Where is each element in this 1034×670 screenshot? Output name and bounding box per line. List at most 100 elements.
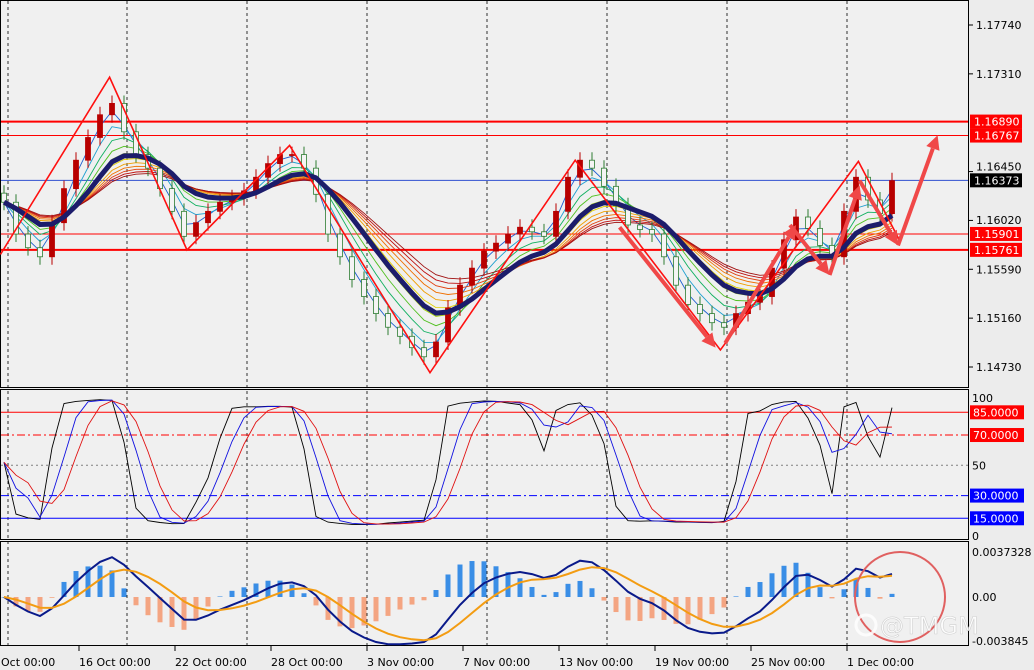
macd-histogram-bar [253,583,259,597]
macd-histogram-bar [241,587,247,597]
macd-histogram-bar [385,597,391,616]
candle-body [817,227,823,246]
oscillator-level-badge [970,488,1024,503]
candle-body [889,180,895,215]
time-label: 7 Nov 00:00 [463,656,530,669]
candle-body [541,231,547,237]
macd-histogram-bar [769,573,775,597]
macd-histogram-bar [517,578,523,597]
macd-line [3,556,893,646]
macd-histogram-bar [181,597,187,630]
macd-histogram-bar [889,593,895,597]
price-panel[interactable] [0,0,969,388]
time-label: 16 Oct 00:00 [79,656,151,669]
price-level-label: 1.16767 [974,130,1020,143]
time-label: 25 Nov 00:00 [751,656,825,669]
macd-histogram-bar [133,597,139,606]
candle-body [649,229,655,235]
candle-body [721,322,727,328]
time-label: 13 Nov 00:00 [559,656,633,669]
price-tick-label: 1.14730 [976,361,1022,374]
candle-body [193,222,199,237]
macd-histogram-bar [85,566,91,597]
oscillator-panel[interactable] [0,389,969,540]
candle-body [709,313,715,324]
candle-body [637,224,643,230]
ribbon-ma-line [3,165,893,295]
macd-histogram-bar [805,572,811,597]
trend-arrow-head [815,259,830,275]
price-level-label: 1.16890 [974,116,1020,129]
time-label: 3 Nov 00:00 [367,656,434,669]
candle-body [553,210,559,237]
trend-arrow-head [701,332,716,348]
macd-histogram-bar [505,572,511,597]
macd-histogram-bar [733,596,739,597]
macd-histogram-bar [109,570,115,597]
price-level-label: 1.15901 [974,228,1020,241]
price-tick-label: 1.17310 [976,68,1022,81]
candle-body [205,210,211,224]
trend-arrow-shaft [723,235,791,345]
macd-histogram-bar [601,597,607,601]
oscillator-level-badge [970,405,1024,420]
candle-body [685,284,691,305]
macd-histogram-bar [277,580,283,597]
macd-histogram-bar [541,594,547,597]
time-label: 1 Dec 00:00 [847,656,914,669]
oscillator-level-label: 15.0000 [973,512,1019,525]
oscillator-line [3,399,893,525]
candle-body [61,188,67,224]
macd-histogram-bar [337,597,343,627]
macd-histogram-bar [493,566,499,597]
macd-histogram-bar [205,597,211,607]
candle-body [349,256,355,280]
macd-histogram-bar [73,571,79,597]
trend-arrow-shaft [788,223,823,266]
oscillator-tick-label: 100 [972,392,993,405]
oscillator-level-badge [970,428,1024,443]
macd-histogram-bar [409,597,415,605]
macd-histogram-bar [37,597,43,612]
time-label: Oct 00:00 [1,656,55,669]
price-tick-label: 1.17740 [976,19,1022,32]
oscillator-tick-label: 0 [972,530,979,543]
macd-histogram-bar [877,597,883,599]
candle-body [493,242,499,252]
candle-body [109,102,115,116]
candle-body [661,233,667,258]
time-label: 22 Oct 00:00 [175,656,247,669]
macd-histogram-bar [217,596,223,597]
macd-histogram-bar [529,586,535,597]
macd-histogram-bar [169,597,175,627]
price-tick-label: 1.16450 [976,160,1022,173]
macd-histogram-bar [829,597,835,599]
oscillator-level-label: 30.0000 [973,490,1019,503]
candle-body [469,267,475,286]
price-level-badge [970,242,1022,257]
candle-body [49,222,55,258]
macd-histogram-bar [13,597,19,607]
price-tick-label: 1.15160 [976,312,1022,325]
macd-histogram-bar [745,586,751,597]
trend-arrow-shaft [896,147,935,247]
watermark-logo-icon [854,613,878,637]
macd-histogram-bar [373,597,379,622]
candle-body [85,137,91,161]
candle-body [385,313,391,328]
macd-histogram-bar [673,597,679,624]
macd-histogram-bar [397,597,403,610]
price-tick-label: 1.16020 [976,214,1022,227]
trend-arrow-shaft [827,197,858,276]
macd-histogram-bar [721,597,727,608]
time-label: 19 Nov 00:00 [655,656,729,669]
candle-body [373,296,379,314]
price-level-badge [970,128,1022,143]
oscillator-level-label: 70.0000 [973,429,1019,442]
macd-histogram-bar [613,597,619,613]
price-level-label: 1.16373 [974,174,1020,187]
candle-body [409,335,415,349]
candle-body [589,159,595,169]
macd-histogram-bar [709,597,715,615]
